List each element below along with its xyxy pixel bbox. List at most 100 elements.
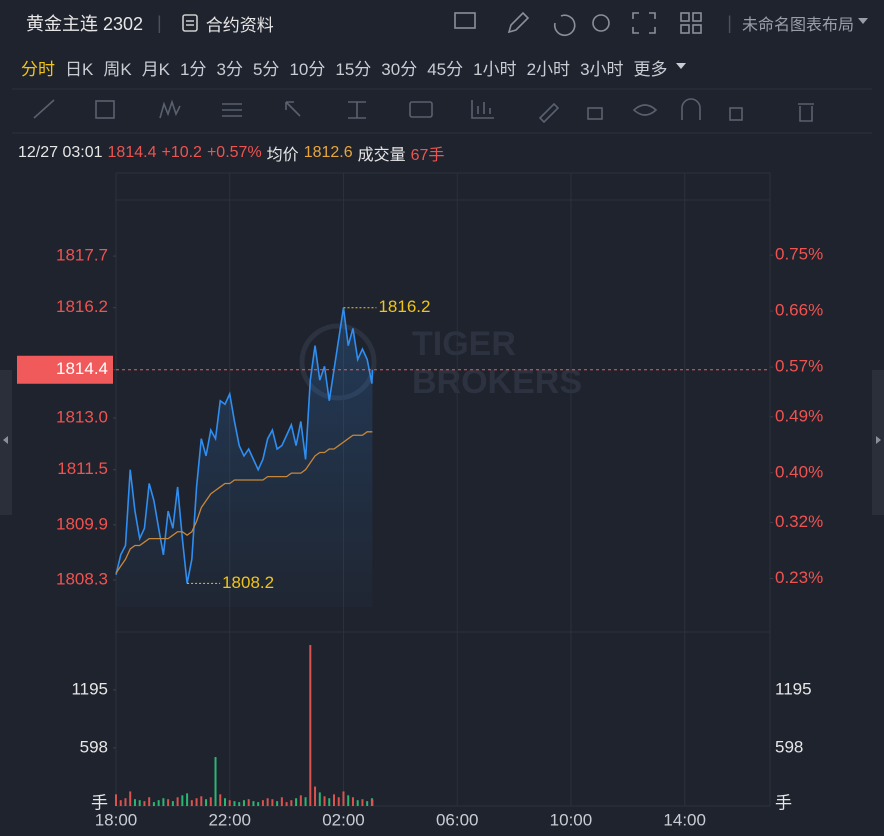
volume-bar [238,802,241,806]
period-tabs: 分时 日K 周K 月K 1分 3分 5分 10分 15分 30分 45分 1小时 2小时 3小时 更多 [16,52,691,82]
info-volume: 67手 [410,147,445,164]
volume-bar [129,791,132,806]
icon-edit[interactable] [508,11,530,34]
period-tab[interactable]: 3小时 [580,59,624,79]
volume-bar [242,800,245,806]
annotation-label: 1808.2 [222,573,274,592]
tool-pen[interactable] [538,102,560,124]
info-bar: 12/27 03:01 1814.4 +10.2 +0.57% 均价 1812.… [18,140,449,166]
icon-settings[interactable] [592,14,611,32]
period-tab[interactable]: 分时 [21,59,55,79]
volume-bar [347,795,350,806]
layout-name[interactable]: 未命名图表布局 [741,17,854,34]
y2-tick-label: 0.49% [775,406,823,425]
y2-tick-label: 0.40% [775,462,823,481]
period-tab[interactable]: 5分 [252,59,280,79]
tool-fib[interactable] [222,103,242,117]
separator: | [157,12,162,33]
y2-tick-label: 0.75% [775,245,823,264]
tool-lock[interactable] [587,107,603,120]
header-icons [454,11,703,37]
volume-bar [152,802,155,806]
period-tab[interactable]: 1分 [180,59,207,79]
info-avg: 1812.6 [303,144,353,161]
volume-bar [252,801,255,806]
tool-copy[interactable] [729,107,743,121]
volume-bar [323,796,326,806]
volume-bar [280,797,283,806]
period-tab[interactable]: 3分 [216,59,243,79]
volume-bar [276,801,279,806]
volume-bar [200,796,203,806]
period-tab[interactable]: 45分 [427,59,464,79]
volume-bar [162,798,165,806]
period-tab[interactable]: 周K [103,59,132,79]
avg-line [115,431,373,574]
tool-wave[interactable] [159,99,181,119]
tool-trash[interactable] [798,103,814,122]
dropdown-icon[interactable] [854,13,884,33]
volume-bar [342,791,345,806]
volume-bar [361,799,364,806]
period-tab[interactable]: 更多 [633,59,668,79]
tool-arrow[interactable] [285,101,301,117]
annotation-label: 1816.2 [378,297,430,316]
period-tab[interactable]: 30分 [381,59,418,79]
tool-eye[interactable] [632,104,658,116]
volume-bar [351,797,354,806]
volume-bar [195,798,198,806]
period-tab[interactable]: 2小时 [526,59,571,79]
icon-chart[interactable] [454,12,477,29]
volume-bar [271,799,274,806]
volume-bar [228,800,231,806]
volume-bar [318,792,321,806]
tool-rect[interactable] [95,100,115,119]
volume-tick-label: 598 [775,737,803,756]
period-tab[interactable]: 15分 [335,59,372,79]
volume-bar [119,800,122,806]
volume-bar [366,801,369,806]
period-tab[interactable]: 10分 [289,59,326,79]
volume-bar [261,800,264,806]
x-tick-label: 06:00 [436,810,479,829]
volume-bar [143,801,146,806]
volume-bar [148,797,151,806]
icon-refresh[interactable] [554,14,576,37]
doc-icon[interactable] [180,13,200,33]
tool-text[interactable] [409,101,433,118]
volume-bar [186,793,189,806]
header: 黄金主连 2302 | 合约资料 | 未命名图表布局 [0,0,884,46]
icon-layout[interactable] [680,12,691,22]
period-tab[interactable]: 月K [141,59,171,79]
tool-indicator[interactable] [471,100,494,119]
tool-magnet[interactable] [681,98,701,120]
x-tick-label: 14:00 [663,810,706,829]
side-arrow [876,436,881,444]
info-price: 1814.4 [107,144,157,161]
period-tab[interactable]: 1小时 [473,59,517,79]
period-tab[interactable]: 日K [65,59,94,79]
volume-bar [371,799,374,806]
side-handle[interactable] [872,370,884,515]
icon-fullscreen[interactable] [632,12,657,34]
volume-bar [190,800,193,806]
volume-bar [205,799,208,806]
volume-bar [233,801,236,806]
volume-tick-label: 598 [80,737,108,756]
y-tick-label: 1809.9 [56,514,108,533]
volume-bar [115,794,117,806]
info-time: 12/27 03:01 [18,144,103,161]
tool-line[interactable] [33,99,55,119]
volume-bar [214,757,217,806]
volume-unit: 手 [775,793,792,812]
legend-avg: 均价 [266,147,299,164]
volume-bar [266,798,269,806]
volume-bar [304,797,307,806]
side-handle[interactable] [0,370,12,515]
more-arrow[interactable] [673,60,691,74]
contract-info[interactable]: 合约资料 [205,15,274,35]
volume-bar [247,799,250,806]
tool-measure[interactable] [348,101,366,119]
